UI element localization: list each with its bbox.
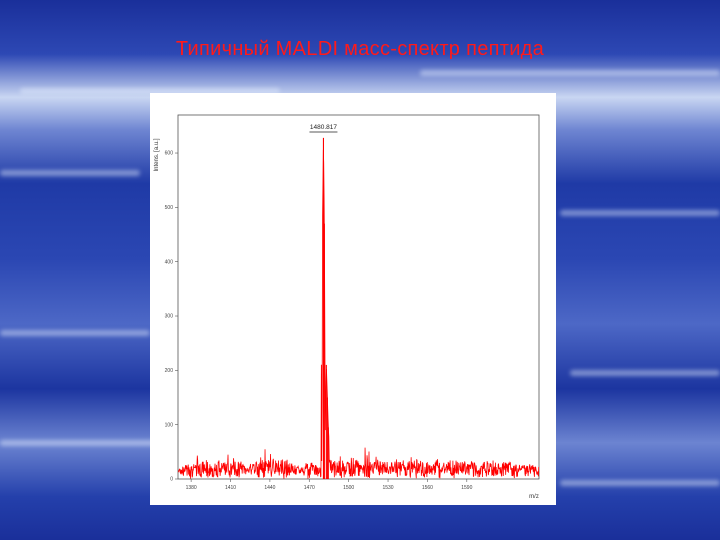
y-tick-label: 500 xyxy=(165,205,174,211)
y-tick-label: 200 xyxy=(165,368,174,374)
x-tick-label: 1530 xyxy=(382,485,393,491)
y-tick-label: 600 xyxy=(165,151,174,157)
x-tick-label: 1500 xyxy=(343,485,354,491)
peak-annotation: 1480.817 xyxy=(309,124,338,133)
slide-title: Типичный MALDI масс-спектр пептида xyxy=(175,38,545,60)
mass-spectrum-chart: Intens. [a.u.] m/z 0 100 200 300 400 500 600 1… xyxy=(154,114,540,500)
spectrum-trace xyxy=(177,149,540,479)
x-tick-label: 1470 xyxy=(304,485,315,491)
x-axis-title: m/z xyxy=(529,494,539,500)
plot-frame xyxy=(177,114,540,480)
x-tick-label: 1380 xyxy=(186,485,197,491)
x-tick-label: 1560 xyxy=(422,485,433,491)
x-axis-ticks: 1380 1410 1440 1470 1500 1530 1560 1590 xyxy=(186,479,473,491)
spectrum-series xyxy=(177,137,540,479)
y-axis-ticks: 0 100 200 300 400 500 600 xyxy=(165,151,178,483)
spectrum-chart-panel: Intens. [a.u.] m/z 0 100 200 300 400 500 600 1… xyxy=(150,93,556,505)
x-tick-label: 1440 xyxy=(264,485,275,491)
y-tick-label: 0 xyxy=(170,477,173,483)
y-tick-label: 100 xyxy=(165,422,174,428)
y-axis-title: Intens. [a.u.] xyxy=(154,138,160,171)
y-tick-label: 400 xyxy=(165,259,174,265)
y-tick-label: 300 xyxy=(165,314,174,320)
peak-label: 1480.817 xyxy=(310,124,337,131)
x-tick-label: 1590 xyxy=(461,485,472,491)
x-tick-label: 1410 xyxy=(225,485,236,491)
